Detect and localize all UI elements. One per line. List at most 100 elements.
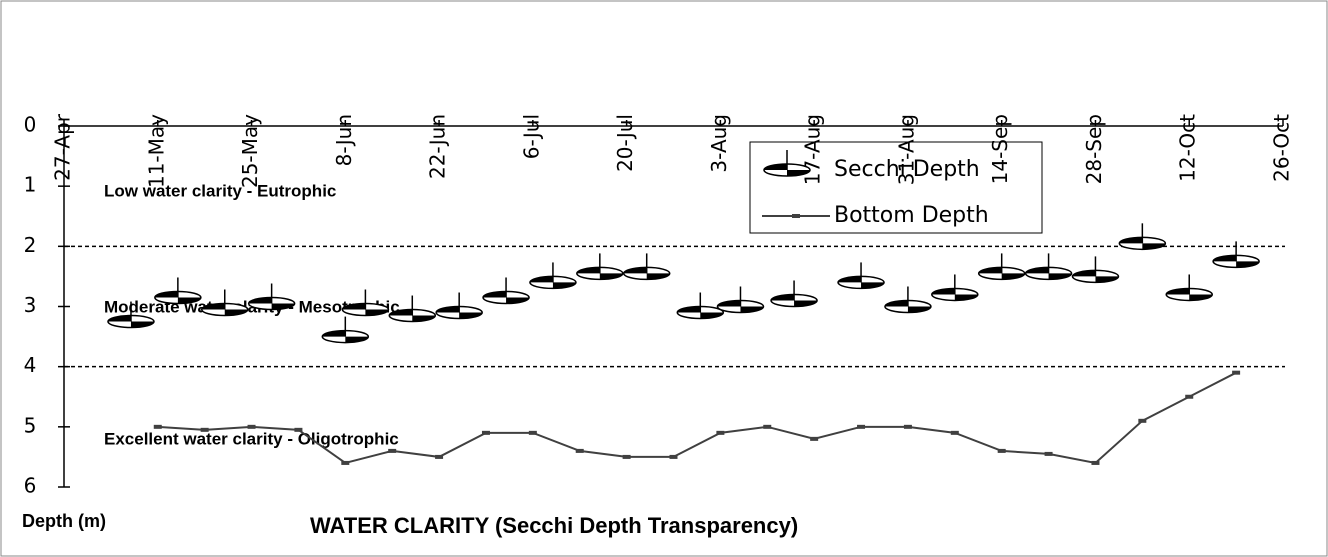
x-tick-label: 12-Oct (1176, 114, 1200, 182)
secchi-quadrant (1025, 267, 1049, 274)
secchi-quadrant (623, 267, 647, 274)
secchi-point (529, 262, 577, 290)
secchi-point (884, 286, 932, 314)
line-point (1091, 460, 1100, 465)
secchi-quadrant (365, 309, 389, 316)
secchi-point (1212, 241, 1260, 269)
secchi-point (1165, 274, 1213, 302)
legend-label: Secchi Depth (834, 157, 980, 182)
line-point (1185, 394, 1194, 399)
secchi-quadrant (764, 164, 787, 170)
secchi-quadrant (201, 303, 225, 310)
y-tick-label: 5 (24, 413, 37, 437)
secchi-point (341, 289, 390, 317)
line-series (157, 371, 1237, 465)
line-point (763, 424, 772, 429)
secchi-quadrant (884, 300, 908, 307)
secchi-point (200, 289, 249, 317)
line-point (950, 430, 959, 435)
line-point (528, 430, 537, 435)
secchi-point (716, 286, 765, 314)
secchi-point (154, 277, 202, 305)
line-point (1232, 370, 1241, 375)
secchi-quadrant (771, 294, 795, 301)
secchi-point (1024, 253, 1073, 281)
secchi-point (676, 292, 725, 320)
legend-label: Bottom Depth (834, 203, 989, 228)
y-tick-label: 2 (24, 233, 37, 257)
secchi-quadrant (412, 315, 436, 322)
x-tick-label: 6-Jul (519, 114, 543, 159)
x-tick-label: 8-Jun (332, 114, 356, 166)
secchi-quadrant (978, 267, 1002, 274)
secchi-quadrant (342, 303, 366, 310)
secchi-quadrant (717, 300, 741, 307)
line-point (153, 424, 162, 429)
line-point (481, 430, 490, 435)
x-tick-label: 28-Sep (1082, 114, 1106, 184)
secchi-quadrant (1001, 273, 1025, 280)
secchi-quadrant (576, 267, 600, 274)
y-tick-label: 0 (24, 113, 37, 137)
x-tick-label: 20-Jul (613, 114, 637, 172)
chart-title: WATER CLARITY (Secchi Depth Transparency… (310, 513, 798, 538)
secchi-point (107, 301, 155, 329)
line-point (997, 448, 1006, 453)
line-point (200, 427, 209, 432)
line-point (1138, 418, 1147, 423)
x-tick-label: 26-Oct (1270, 114, 1294, 182)
secchi-point (977, 253, 1026, 281)
line-point (669, 454, 678, 459)
secchi-quadrant (1213, 255, 1237, 262)
line-point (1044, 451, 1053, 456)
secchi-quadrant (646, 273, 670, 280)
secchi-point (247, 283, 296, 311)
secchi-quadrant (794, 300, 818, 307)
line-point (857, 424, 866, 429)
secchi-quadrant (740, 306, 764, 313)
annotation: Excellent water clarity - Oligotrophic (104, 429, 399, 448)
secchi-quadrant (345, 336, 369, 343)
secchi-quadrant (1236, 261, 1260, 268)
x-tick-label: 22-Jun (426, 114, 450, 179)
secchi-quadrant (931, 288, 955, 295)
line-point (435, 454, 444, 459)
line-point (810, 436, 819, 441)
secchi-quadrant (1142, 243, 1166, 250)
line-point (294, 427, 303, 432)
secchi-quadrant (1119, 237, 1143, 244)
secchi-quadrant (459, 312, 483, 319)
secchi-quadrant (861, 282, 885, 289)
y-tick-label: 6 (24, 474, 37, 498)
x-tick-label: 25-May (238, 114, 262, 188)
secchi-quadrant (1095, 276, 1119, 283)
secchi-quadrant (838, 276, 862, 283)
line-point (903, 424, 912, 429)
line-point (247, 424, 256, 429)
secchi-point (576, 253, 624, 281)
secchi-quadrant (907, 306, 931, 313)
secchi-point (931, 274, 979, 302)
secchi-quadrant (1048, 273, 1072, 280)
secchi-point (482, 277, 530, 305)
secchi-quadrant (1166, 288, 1190, 295)
line-point (388, 448, 397, 453)
secchi-quadrant (322, 330, 346, 337)
x-tick-label: 3-Aug (707, 114, 731, 173)
y-tick-label: 3 (24, 293, 37, 317)
secchi-quadrant (506, 297, 530, 304)
secchi-quadrant (389, 309, 413, 316)
secchi-quadrant (787, 170, 810, 176)
secchi-point (321, 316, 370, 344)
secchi-point (435, 292, 483, 320)
line-point (622, 454, 631, 459)
secchi-point (622, 253, 671, 281)
line-point (341, 460, 350, 465)
legend-marker (792, 214, 800, 218)
secchi-quadrant (436, 306, 460, 313)
secchi-quadrant (271, 303, 295, 310)
secchi-point (388, 295, 437, 323)
line-point (575, 448, 584, 453)
